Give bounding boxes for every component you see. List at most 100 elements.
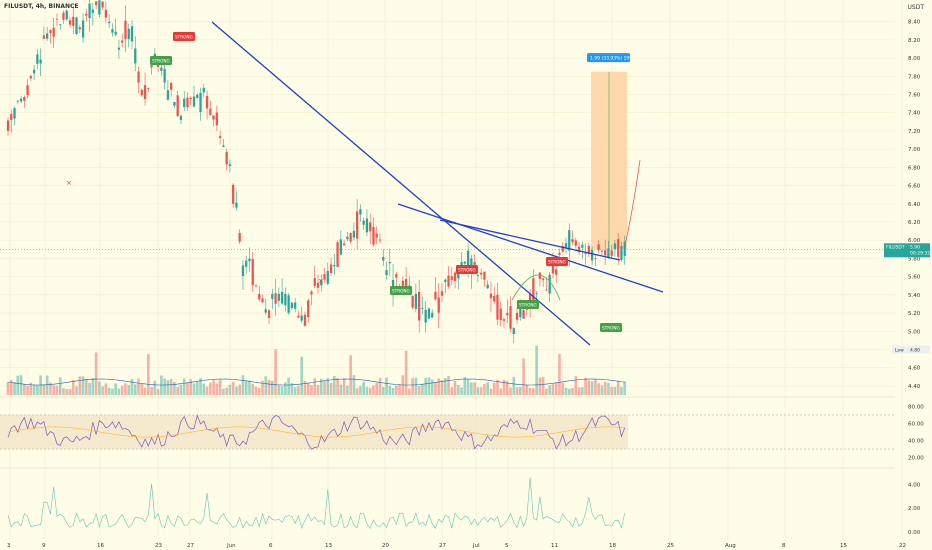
volume-bar — [365, 386, 369, 395]
candle-body — [52, 27, 55, 37]
volume-bar — [98, 381, 101, 395]
signal-label: STRONG — [519, 303, 537, 308]
candle-body — [258, 293, 261, 300]
volume-bar — [522, 358, 525, 395]
volume-bar — [528, 387, 532, 395]
volume-bar — [290, 382, 294, 395]
volume-bar — [75, 386, 78, 395]
volume-bar — [85, 379, 88, 395]
time-tick-label: 23 — [155, 543, 162, 549]
volume-bar — [114, 383, 117, 395]
candle-body — [241, 265, 245, 276]
rsi-ma — [7, 426, 625, 438]
volume-bar — [107, 387, 111, 395]
candle-body — [617, 239, 620, 257]
volume-bar — [342, 378, 346, 395]
candlesticks[interactable]: ×× — [6, 0, 626, 344]
measure-label: 1.99 (33.93%) 199 — [590, 56, 632, 62]
candle-body — [150, 65, 153, 68]
volume-bar — [277, 385, 281, 395]
volume-bar — [284, 382, 287, 395]
volume-bar — [349, 355, 352, 395]
volume-bar — [359, 385, 362, 395]
candle-body — [594, 258, 597, 260]
candle-body — [434, 291, 437, 300]
volume-bar — [352, 375, 356, 395]
signal-label: STRONG — [175, 35, 193, 40]
volume-bar — [525, 384, 529, 395]
volume-bar — [558, 353, 561, 395]
time-tick-label: 15 — [840, 543, 847, 549]
volume-bar — [411, 378, 414, 395]
candle-body — [336, 242, 339, 267]
candle-body — [604, 250, 607, 256]
price-tick-label: 7.00 — [908, 147, 921, 153]
volume-bar — [287, 377, 290, 395]
volume-bar — [143, 387, 147, 395]
candle-body — [372, 226, 375, 245]
volume-bar — [36, 385, 39, 395]
volume-bar — [222, 388, 225, 395]
signal-label-bg — [173, 32, 195, 41]
price-tick-label: 4.40 — [908, 384, 921, 390]
volume-bar — [607, 382, 610, 395]
volume-bar — [372, 385, 375, 395]
volume-bar — [476, 387, 480, 395]
candle-body — [183, 98, 186, 108]
price-tag-bg — [884, 243, 930, 258]
volume-bar — [339, 384, 343, 395]
volume-bar — [430, 379, 434, 395]
volume-bar — [473, 382, 476, 395]
volume-bar — [26, 385, 29, 395]
volume-bar — [13, 382, 16, 395]
volume-bar — [29, 382, 33, 395]
price-tick-label: 6.40 — [908, 202, 921, 208]
volume-bar — [505, 381, 509, 395]
candle-body — [450, 276, 453, 280]
volume-bar — [176, 386, 179, 395]
candle-body — [26, 85, 29, 96]
volume-bar — [303, 380, 307, 395]
signal-label-bg — [150, 56, 172, 65]
time-tick-label: 5 — [505, 543, 509, 549]
volume-bar — [9, 379, 13, 395]
volume-bar — [375, 382, 379, 395]
candle-body — [235, 202, 238, 208]
candle-body — [574, 240, 577, 246]
volume-bar — [62, 388, 65, 395]
measure-label-bg — [587, 53, 630, 63]
time-tick-label: Jun — [226, 543, 236, 549]
rsi-tick-label: 60.00 — [908, 422, 924, 428]
rsi-line — [7, 414, 626, 450]
volume-bar — [323, 381, 326, 395]
candle-body — [264, 309, 267, 313]
candle-body — [561, 245, 564, 252]
arc-pattern — [511, 274, 561, 301]
candle-body — [493, 295, 496, 302]
volume-bar — [147, 354, 150, 395]
volume-bar — [244, 381, 248, 395]
volume-bar — [600, 385, 604, 395]
candle-body — [65, 10, 68, 20]
volume-bar — [19, 375, 23, 395]
volume-bar — [133, 384, 137, 395]
candle-body — [72, 16, 75, 26]
volume-bar — [117, 388, 121, 395]
time-tick-label: 3 — [7, 543, 11, 549]
signal-label-bg — [517, 300, 539, 309]
candle-body — [483, 271, 486, 280]
candle-body — [453, 272, 457, 282]
volume-bar — [71, 380, 75, 395]
candle-body — [101, 1, 104, 8]
candle-body — [290, 302, 294, 309]
trendlines[interactable] — [211, 21, 664, 346]
candle-body — [130, 26, 134, 42]
candle-body — [476, 274, 480, 276]
price-tag-countdown: 00:29:32 — [910, 250, 930, 256]
candle-body — [333, 264, 336, 267]
candle-body — [111, 29, 114, 33]
candle-body — [480, 272, 483, 275]
volume-bar — [88, 382, 91, 395]
volume-bar — [463, 377, 467, 395]
